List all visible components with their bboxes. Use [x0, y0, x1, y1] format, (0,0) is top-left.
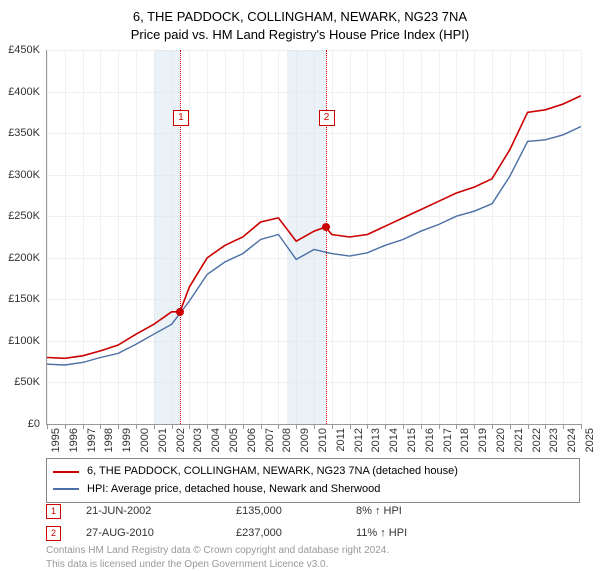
- x-tick-label: 1998: [103, 428, 115, 452]
- chart-area: 12 £0£50K£100K£150K£200K£250K£300K£350K£…: [46, 50, 580, 424]
- y-tick-label: £300K: [8, 169, 40, 181]
- y-tick-label: £400K: [8, 86, 40, 98]
- x-tick-label: 2024: [566, 428, 578, 452]
- x-tick-label: 2006: [246, 428, 258, 452]
- table-row: 1 21-JUN-2002 £135,000 8% ↑ HPI: [46, 500, 580, 522]
- x-tick-label: 2019: [477, 428, 489, 452]
- x-tick-label: 2005: [228, 428, 240, 452]
- x-tick-label: 1999: [121, 428, 133, 452]
- series-blue: [47, 127, 581, 366]
- legend-swatch: [53, 488, 79, 490]
- y-tick-label: £50K: [14, 376, 40, 388]
- chart-title: 6, THE PADDOCK, COLLINGHAM, NEWARK, NG23…: [0, 0, 600, 43]
- title-line1: 6, THE PADDOCK, COLLINGHAM, NEWARK, NG23…: [133, 9, 467, 24]
- x-tick-label: 2002: [175, 428, 187, 452]
- x-tick-label: 2016: [424, 428, 436, 452]
- y-tick-label: £0: [28, 418, 40, 430]
- plot: 12: [46, 50, 581, 425]
- footer-line2: This data is licensed under the Open Gov…: [46, 559, 328, 570]
- y-tick-label: £450K: [8, 44, 40, 56]
- legend-swatch: [53, 471, 79, 473]
- x-tick-label: 2001: [157, 428, 169, 452]
- x-tick-label: 2015: [406, 428, 418, 452]
- x-tick-label: 2020: [495, 428, 507, 452]
- series-red: [47, 96, 581, 359]
- sale-marker: 1: [46, 504, 61, 519]
- x-tick-label: 1996: [68, 428, 80, 452]
- x-tick-label: 1997: [86, 428, 98, 452]
- x-tick-label: 2007: [264, 428, 276, 452]
- sale-dot: [322, 223, 330, 231]
- x-tick-label: 2004: [210, 428, 222, 452]
- x-tick-label: 2021: [513, 428, 525, 452]
- y-tick-label: £250K: [8, 210, 40, 222]
- band-marker: 1: [173, 110, 189, 126]
- x-tick-label: 2011: [335, 428, 347, 452]
- sale-marker: 2: [46, 526, 61, 541]
- footer: Contains HM Land Registry data © Crown c…: [46, 544, 580, 571]
- legend-item: 6, THE PADDOCK, COLLINGHAM, NEWARK, NG23…: [53, 463, 573, 481]
- x-tick-label: 2012: [353, 428, 365, 452]
- y-tick-label: £100K: [8, 335, 40, 347]
- line-series: [47, 50, 581, 424]
- x-tick-label: 2023: [548, 428, 560, 452]
- sale-delta: 8% ↑ HPI: [356, 505, 506, 517]
- y-tick-label: £150K: [8, 293, 40, 305]
- title-line2: Price paid vs. HM Land Registry's House …: [131, 27, 469, 42]
- y-tick-label: £200K: [8, 252, 40, 264]
- sales-table: 1 21-JUN-2002 £135,000 8% ↑ HPI 2 27-AUG…: [46, 500, 580, 544]
- x-tick-label: 2013: [370, 428, 382, 452]
- sale-price: £135,000: [236, 505, 356, 517]
- x-tick-label: 2009: [299, 428, 311, 452]
- legend-label: HPI: Average price, detached house, Newa…: [87, 481, 380, 499]
- footer-line1: Contains HM Land Registry data © Crown c…: [46, 545, 389, 556]
- x-tick-label: 1995: [50, 428, 62, 452]
- x-tick-label: 2017: [442, 428, 454, 452]
- x-tick-label: 2025: [584, 428, 596, 452]
- y-tick-label: £350K: [8, 127, 40, 139]
- sale-price: £237,000: [236, 527, 356, 539]
- legend-label: 6, THE PADDOCK, COLLINGHAM, NEWARK, NG23…: [87, 463, 458, 481]
- x-tick-label: 2018: [459, 428, 471, 452]
- sale-delta: 11% ↑ HPI: [356, 527, 506, 539]
- sale-date: 21-JUN-2002: [86, 505, 236, 517]
- x-tick-label: 2010: [317, 428, 329, 452]
- table-row: 2 27-AUG-2010 £237,000 11% ↑ HPI: [46, 522, 580, 544]
- x-tick-label: 2000: [139, 428, 151, 452]
- legend-item: HPI: Average price, detached house, Newa…: [53, 481, 573, 499]
- band-marker: 2: [319, 110, 335, 126]
- x-tick-label: 2008: [281, 428, 293, 452]
- legend: 6, THE PADDOCK, COLLINGHAM, NEWARK, NG23…: [46, 458, 580, 503]
- sale-dot: [176, 308, 184, 316]
- x-tick-label: 2022: [531, 428, 543, 452]
- sale-date: 27-AUG-2010: [86, 527, 236, 539]
- x-tick-label: 2003: [192, 428, 204, 452]
- x-tick-label: 2014: [388, 428, 400, 452]
